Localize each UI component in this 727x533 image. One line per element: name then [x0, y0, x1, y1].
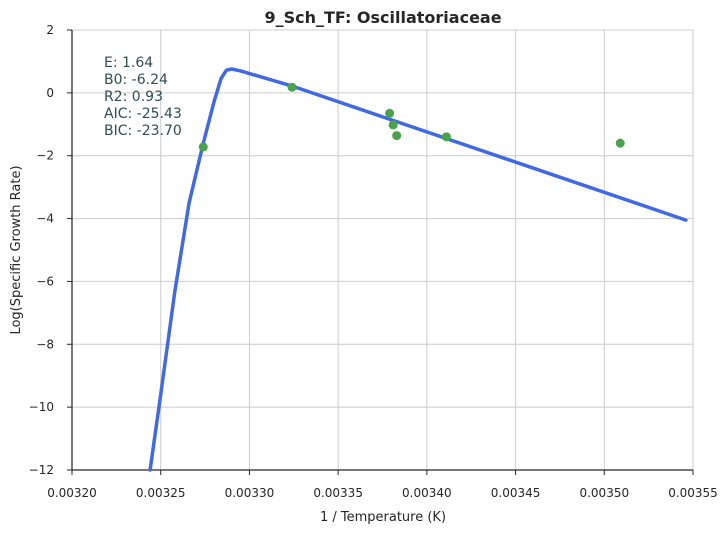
x-tick-label: 0.00355 — [668, 486, 718, 500]
data-point — [441, 132, 451, 142]
y-tick-label: 2 — [46, 23, 54, 37]
x-tick-label: 0.00345 — [491, 486, 541, 500]
data-point — [392, 131, 402, 141]
y-tick-label: −2 — [36, 149, 54, 163]
y-ticks: 2 0 −2 −4 −6 −8 −10 −12 — [29, 23, 72, 477]
y-tick-label: −4 — [36, 212, 54, 226]
y-tick-label: −6 — [36, 274, 54, 288]
x-tick-label: 0.00335 — [313, 486, 363, 500]
data-point — [287, 82, 297, 92]
grid — [72, 29, 694, 470]
y-tick-label: −8 — [36, 337, 54, 351]
data-point — [385, 108, 395, 118]
y-tick-label: 0 — [46, 86, 54, 100]
x-tick-label: 0.00330 — [225, 486, 275, 500]
fit-curve — [148, 67, 688, 472]
axes — [71, 30, 693, 471]
stat-line: B0: -6.24 — [104, 72, 168, 88]
x-tick-label: 0.00325 — [136, 486, 186, 500]
y-tick-label: −10 — [29, 400, 54, 414]
x-tick-label: 0.00340 — [402, 486, 452, 500]
x-tick-label: 0.00350 — [579, 486, 629, 500]
y-tick-label: −12 — [29, 463, 54, 477]
x-ticks: 0.00320 0.00325 0.00330 0.00335 0.00340 0.003… — [47, 470, 718, 500]
data-points — [198, 82, 625, 152]
data-point — [615, 138, 625, 148]
stat-line: AIC: -25.43 — [104, 106, 182, 122]
x-tick-label: 0.00320 — [47, 486, 97, 500]
series — [148, 67, 688, 472]
y-axis-title: Log(Specific Growth Rate) — [9, 165, 24, 334]
data-point — [388, 120, 398, 130]
stat-line: BIC: -23.70 — [104, 123, 182, 139]
x-axis-title: 1 / Temperature (K) — [320, 510, 446, 525]
chart-title: 9_Sch_TF: Oscillatoriaceae — [264, 8, 501, 27]
stat-line: R2: 0.93 — [104, 89, 163, 105]
stat-line: E: 1.64 — [104, 55, 153, 71]
data-point — [198, 142, 208, 152]
